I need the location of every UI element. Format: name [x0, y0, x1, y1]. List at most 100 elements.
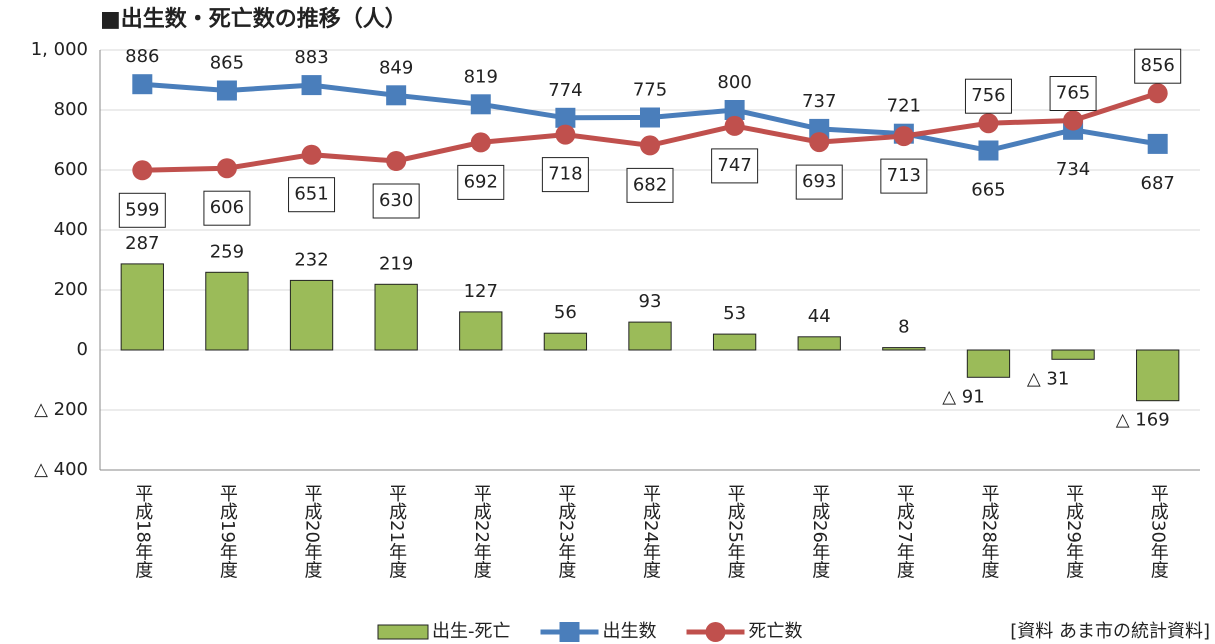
x-tick-label: 平成21年度 [386, 484, 407, 579]
marker [216, 158, 237, 179]
line-value-label: 819 [464, 66, 498, 87]
bar-value-label: 93 [639, 291, 662, 312]
bar-value-label: 53 [723, 303, 746, 324]
line-value-label: 800 [717, 72, 751, 93]
line-value-label: 692 [464, 171, 498, 192]
bar [966, 349, 1011, 378]
line-value-label: 630 [379, 190, 413, 211]
marker [386, 151, 407, 171]
bar [374, 283, 418, 351]
bar-value-label: 56 [554, 302, 577, 323]
x-tick-label: 平成26年度 [809, 484, 830, 579]
line-value-label: 849 [379, 57, 413, 78]
bar [289, 279, 334, 351]
bar-value-label: △ 91 [942, 386, 984, 407]
line-value-label: 856 [1141, 55, 1175, 76]
x-tick-label: 平成18年度 [132, 484, 153, 579]
y-tick-label: 800 [54, 99, 88, 120]
marker [386, 85, 407, 106]
label-box [457, 164, 505, 200]
marker [809, 132, 830, 153]
marker [1063, 110, 1084, 131]
y-tick-label: 1, 000 [31, 39, 88, 60]
x-tick-label: 平成27年度 [894, 484, 915, 579]
label-box [1049, 76, 1097, 111]
marker [555, 107, 576, 128]
marker [555, 124, 576, 145]
marker [640, 107, 660, 128]
label-box [372, 183, 420, 219]
bar-value-label: 259 [210, 241, 244, 262]
label-box [711, 148, 759, 184]
y-tick-label: 400 [54, 219, 88, 240]
bar [205, 271, 249, 351]
bar [459, 311, 503, 351]
line-value-label: 774 [548, 80, 582, 101]
x-tick-label: 平成19年度 [217, 484, 238, 579]
legend-marker [559, 622, 580, 642]
marker [470, 94, 491, 115]
bar [543, 332, 588, 351]
marker [640, 135, 660, 156]
bar [1051, 349, 1095, 360]
x-tick-label: 平成25年度 [725, 484, 746, 579]
y-tick-label: △ 400 [34, 459, 88, 480]
line-value-label: 775 [633, 80, 667, 101]
marker [132, 74, 153, 95]
bar [120, 263, 164, 351]
marker [724, 115, 745, 136]
bar-value-label: 44 [808, 306, 831, 327]
marker [893, 126, 914, 147]
x-tick-label: 平成30年度 [1148, 484, 1169, 579]
line-value-label: 886 [125, 46, 159, 67]
bar-value-label: 127 [464, 281, 498, 302]
bar-value-label: 287 [125, 233, 159, 254]
bar [1136, 349, 1180, 402]
x-tick-label: 平成29年度 [1063, 484, 1084, 579]
bar-value-label: △ 31 [1027, 368, 1069, 389]
line-value-label: 693 [802, 171, 836, 192]
y-tick-label: △ 200 [34, 399, 88, 420]
marker [1147, 133, 1168, 154]
bar [797, 336, 841, 351]
line-value-label: 682 [633, 174, 667, 195]
label-box [964, 78, 1012, 114]
marker [301, 75, 322, 96]
label-box [203, 190, 251, 226]
line-value-label: 718 [548, 164, 582, 185]
legend-label: 死亡数 [749, 621, 803, 642]
marker [724, 100, 745, 120]
line-value-label: 721 [887, 96, 921, 117]
bar [628, 321, 672, 351]
label-box [541, 157, 589, 193]
line-value-label: 883 [294, 47, 328, 68]
x-tick-label: 平成24年度 [640, 484, 661, 579]
label-box [118, 192, 166, 228]
line-value-label: 765 [1056, 83, 1090, 104]
source-note: [資料 あま市の統計資料] [1010, 621, 1210, 642]
legend-label: 出生数 [603, 621, 657, 642]
legend-label: 出生-死亡 [432, 621, 511, 642]
label-box [880, 158, 928, 194]
legend-swatch [377, 624, 429, 640]
marker [132, 160, 153, 181]
line-value-label: 665 [971, 180, 1005, 201]
line-value-label: 747 [717, 155, 751, 176]
line-value-label: 865 [210, 53, 244, 74]
legend-marker [705, 622, 726, 642]
marker [1147, 83, 1168, 104]
bar [712, 333, 757, 351]
bar-value-label: 8 [898, 317, 909, 338]
label-box [1134, 48, 1182, 84]
bar-value-label: 219 [379, 253, 413, 274]
line-value-label: 606 [210, 197, 244, 218]
y-tick-label: 600 [54, 159, 88, 180]
line-value-label: 734 [1056, 159, 1090, 180]
marker [978, 113, 999, 134]
marker [978, 140, 999, 161]
bar-value-label: △ 169 [1116, 410, 1170, 431]
y-tick-label: 200 [54, 279, 88, 300]
line-value-label: 599 [125, 199, 159, 220]
line-value-label: 651 [294, 184, 328, 205]
